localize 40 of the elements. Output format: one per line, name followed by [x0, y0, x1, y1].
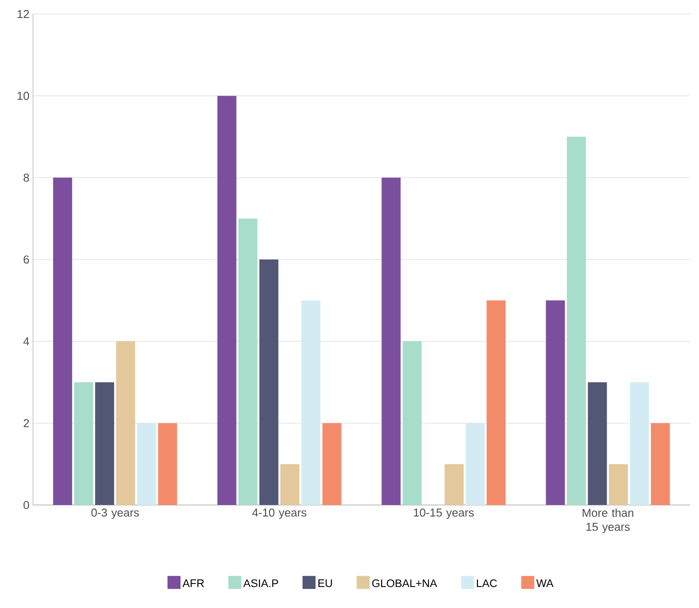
- bar: [402, 341, 422, 505]
- bar: [486, 300, 506, 505]
- legend-label: EU: [318, 579, 332, 588]
- y-tick-label: 6: [24, 255, 29, 264]
- bar: [53, 178, 72, 505]
- bar: [74, 382, 94, 505]
- bar: [608, 464, 628, 505]
- bar: [280, 464, 300, 505]
- bar: [95, 382, 114, 505]
- y-tick-label: 8: [24, 174, 29, 182]
- bar: [650, 423, 670, 505]
- x-tick-label: 10-15 years: [414, 508, 474, 519]
- bar: [259, 259, 278, 505]
- bar: [322, 423, 342, 505]
- legend-label: LAC: [476, 579, 497, 588]
- legend-label: GLOBAL+NA: [372, 579, 438, 588]
- legend-label: WA: [536, 579, 554, 587]
- bar: [630, 382, 649, 505]
- bar: [217, 96, 236, 505]
- y-tick-label: 2: [24, 419, 29, 428]
- bar: [116, 341, 136, 505]
- bar: [566, 136, 586, 505]
- bar: [444, 464, 464, 505]
- bar: [137, 423, 156, 505]
- bar: [466, 423, 485, 505]
- bar: [158, 423, 178, 505]
- x-tick-label: 0-3 years: [91, 508, 139, 519]
- x-tick-label: More than 15 years: [582, 508, 634, 534]
- bar: [588, 382, 607, 505]
- y-tick-label: 12: [18, 10, 29, 18]
- y-tick-label: 4: [23, 337, 30, 346]
- x-tick-label: 4-10 years: [252, 508, 306, 519]
- legend-label: ASIA.P: [243, 579, 278, 588]
- y-tick-label: 0: [24, 500, 30, 510]
- bar: [238, 218, 258, 505]
- bar: [301, 300, 320, 505]
- y-tick-label: 10: [18, 92, 30, 100]
- legend-label: AFR: [182, 579, 204, 587]
- bar: [546, 300, 565, 505]
- bar: [382, 178, 401, 505]
